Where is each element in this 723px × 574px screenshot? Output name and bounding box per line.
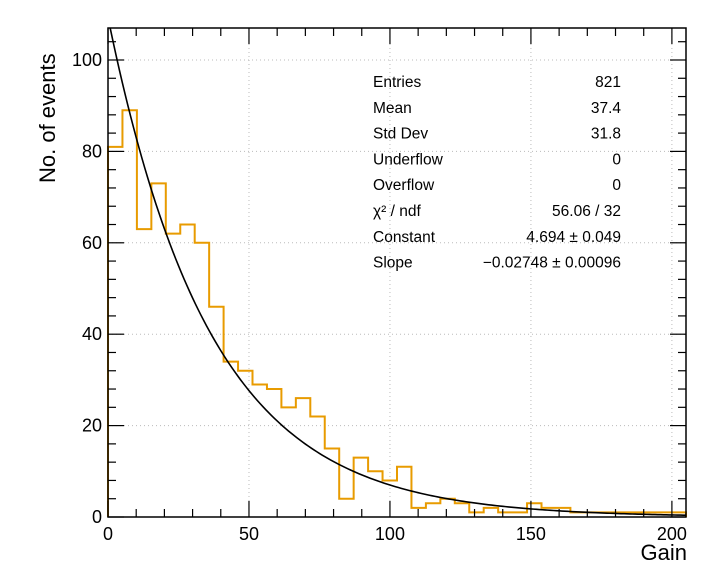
grid-lines [108,28,686,517]
y-tick-label: 60 [82,233,102,253]
stats-label: Mean [373,100,412,117]
x-axis-title: Gain [641,540,687,565]
stats-label: Slope [373,255,413,272]
x-tick-label: 150 [516,524,546,544]
plot-frame [107,27,687,518]
stats-value: 37.4 [591,100,622,117]
tick-labels: 0 50 100 150 200 0 20 40 60 80 100 [72,50,687,544]
x-tick-label: 200 [657,524,687,544]
stats-label: Entries [373,74,421,91]
stats-label: Overflow [373,177,435,194]
stats-value: 821 [595,74,621,91]
axis-ticks [107,28,686,518]
y-tick-label: 100 [72,50,102,70]
y-axis-title: No. of events [35,53,60,183]
stats-label: Constant [373,229,436,246]
stats-value: 0 [612,177,621,194]
y-tick-label: 40 [82,324,102,344]
x-tick-label: 0 [103,524,113,544]
stats-label: Std Dev [373,126,428,143]
stats-box: Entries 821 Mean 37.4 Std Dev 31.8 Underflow 0 O… [373,74,621,272]
y-tick-label: 80 [82,141,102,161]
histogram-series [107,109,687,517]
x-tick-label: 50 [239,524,259,544]
stats-value: 31.8 [591,126,621,143]
y-tick-label: 0 [92,507,102,527]
stats-value: −0.02748 ± 0.00096 [483,255,621,272]
stats-value: 4.694 ± 0.049 [526,229,621,246]
y-tick-label: 20 [82,416,102,436]
stats-label: Underflow [373,151,444,168]
x-tick-label: 100 [375,524,405,544]
stats-value: 0 [612,151,621,168]
stats-value: 56.06 / 32 [552,203,621,220]
stats-label: χ² / ndf [373,203,421,220]
exponential-fit-curve [109,27,687,517]
